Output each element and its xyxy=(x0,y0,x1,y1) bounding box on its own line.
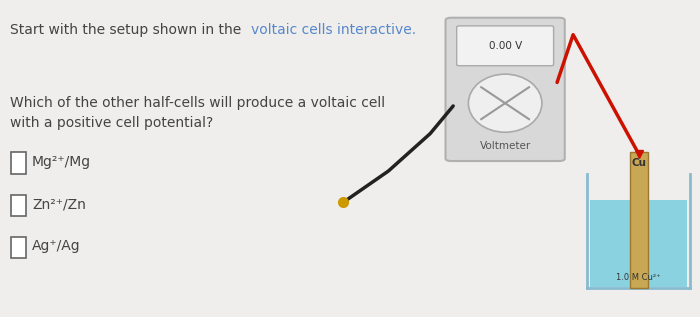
FancyBboxPatch shape xyxy=(456,26,554,66)
Text: 1.0 M Cu²⁺: 1.0 M Cu²⁺ xyxy=(616,273,661,282)
FancyBboxPatch shape xyxy=(11,152,27,174)
Text: 0.00 V: 0.00 V xyxy=(489,41,522,51)
Text: Ag⁺/Ag: Ag⁺/Ag xyxy=(32,239,80,254)
Text: Zn²⁺/Zn: Zn²⁺/Zn xyxy=(32,197,86,211)
Text: Voltmeter: Voltmeter xyxy=(480,141,531,151)
FancyBboxPatch shape xyxy=(445,18,565,161)
Text: Cu: Cu xyxy=(631,158,646,168)
Polygon shape xyxy=(590,200,687,287)
Text: voltaic cells interactive.: voltaic cells interactive. xyxy=(251,23,416,37)
FancyBboxPatch shape xyxy=(11,195,27,216)
Text: Start with the setup shown in the: Start with the setup shown in the xyxy=(10,23,246,37)
Ellipse shape xyxy=(468,74,542,132)
Text: Mg²⁺/Mg: Mg²⁺/Mg xyxy=(32,155,91,169)
FancyBboxPatch shape xyxy=(629,152,648,288)
FancyBboxPatch shape xyxy=(11,237,27,258)
Text: Which of the other half-cells will produce a voltaic cell
with a positive cell p: Which of the other half-cells will produ… xyxy=(10,96,385,130)
